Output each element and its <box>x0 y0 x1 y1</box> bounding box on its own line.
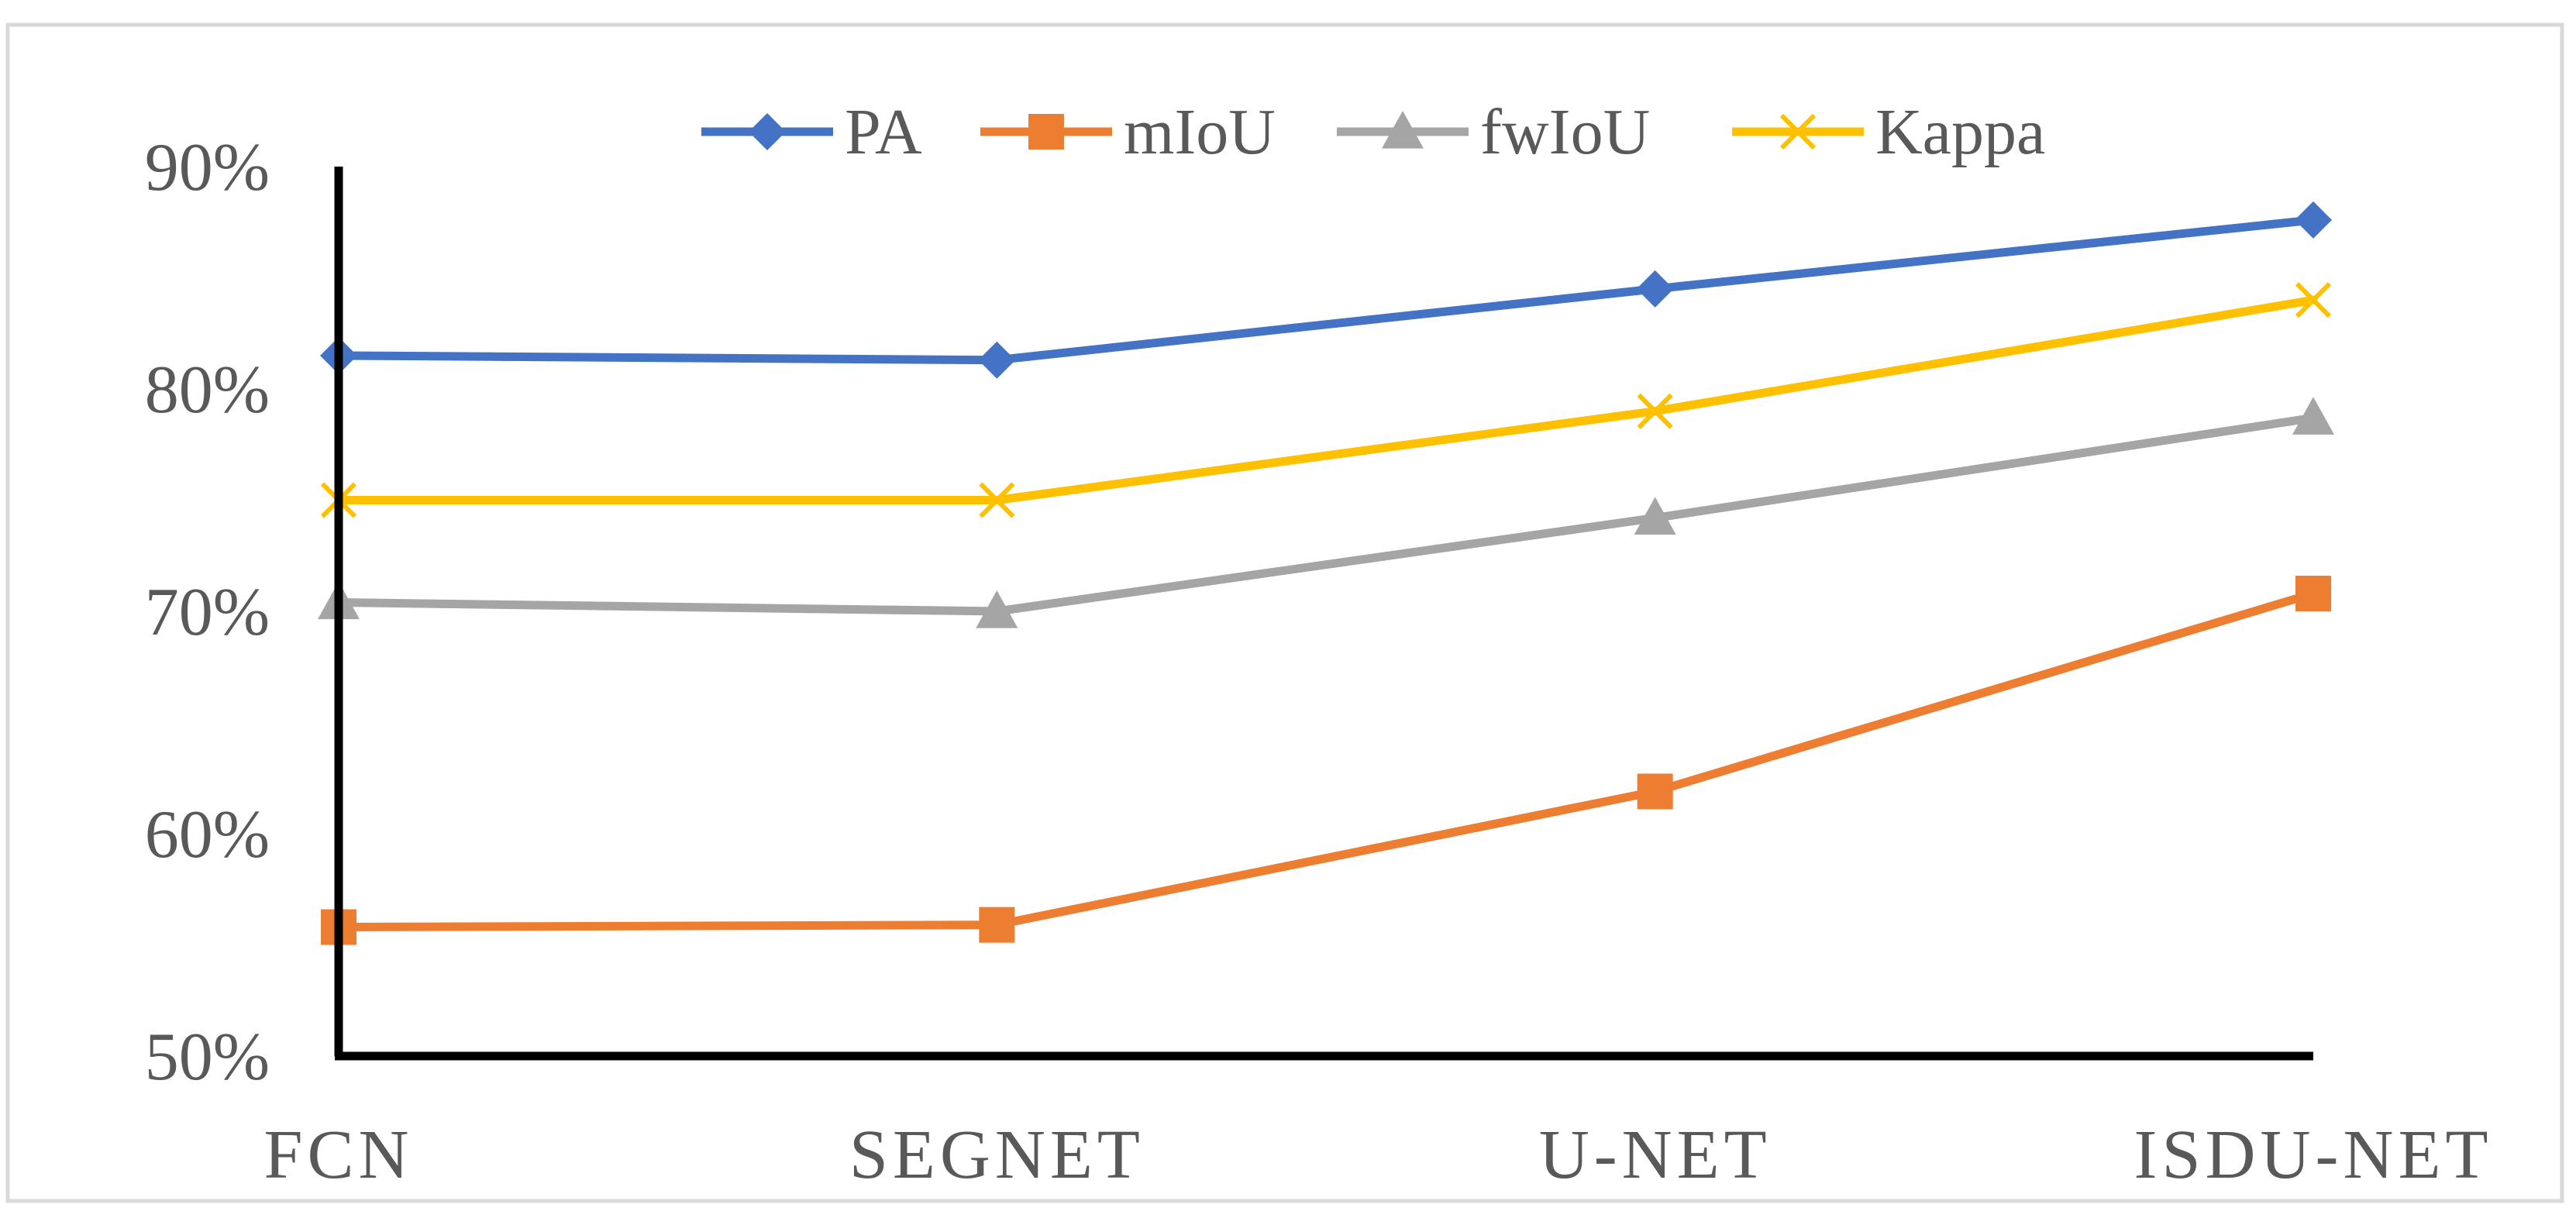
x-axis-labels: FCN SEGNET U-NET ISDU-NET <box>263 1116 2493 1193</box>
series-line-kappa <box>334 295 2318 504</box>
y-axis-ticks: 50% 60% 70% 80% 90% <box>145 130 270 1095</box>
legend-label-fwiou: fwIoU <box>1480 96 1650 168</box>
data-point-kappa <box>1637 393 1673 429</box>
x-category-label: FCN <box>263 1116 413 1193</box>
legend: PA mIoU fwIoU Kappa <box>701 96 2045 168</box>
legend-marker-pa <box>749 113 786 150</box>
data-point-fwiou <box>976 590 1018 628</box>
y-tick-label: 90% <box>145 130 270 205</box>
series-markers <box>318 201 2334 945</box>
data-point-kappa <box>979 482 1015 518</box>
data-point-pa <box>2295 201 2332 239</box>
series-line-miou <box>334 589 2318 932</box>
y-tick-label: 50% <box>145 1020 270 1095</box>
legend-label-miou: mIoU <box>1124 96 1276 168</box>
x-category-label: U-NET <box>1539 1116 1772 1193</box>
series-line-fwiou <box>334 413 2318 616</box>
data-point-pa <box>1636 270 1674 308</box>
legend-marker-kappa <box>1779 113 1817 150</box>
y-tick-label: 80% <box>145 353 270 428</box>
legend-label-pa: PA <box>845 96 922 168</box>
chart-border <box>5 22 2564 1203</box>
data-point-fwiou <box>2292 397 2334 435</box>
data-point-pa <box>978 341 1016 379</box>
x-category-label: SEGNET <box>849 1116 1145 1193</box>
series-lines <box>334 215 2318 932</box>
data-point-fwiou <box>1634 497 1676 535</box>
legend-marker-miou <box>1028 114 1064 150</box>
x-category-label: ISDU-NET <box>2134 1116 2493 1193</box>
data-point-miou <box>979 907 1015 943</box>
series-line-pa <box>334 215 2318 365</box>
axes <box>334 167 2313 1061</box>
data-point-miou <box>2295 576 2331 612</box>
legend-marker-fwiou <box>1382 111 1424 149</box>
data-point-kappa <box>2295 282 2332 318</box>
y-tick-label: 70% <box>145 575 270 650</box>
legend-label-kappa: Kappa <box>1875 96 2045 168</box>
y-tick-label: 60% <box>145 797 270 872</box>
data-point-miou <box>1637 773 1673 810</box>
